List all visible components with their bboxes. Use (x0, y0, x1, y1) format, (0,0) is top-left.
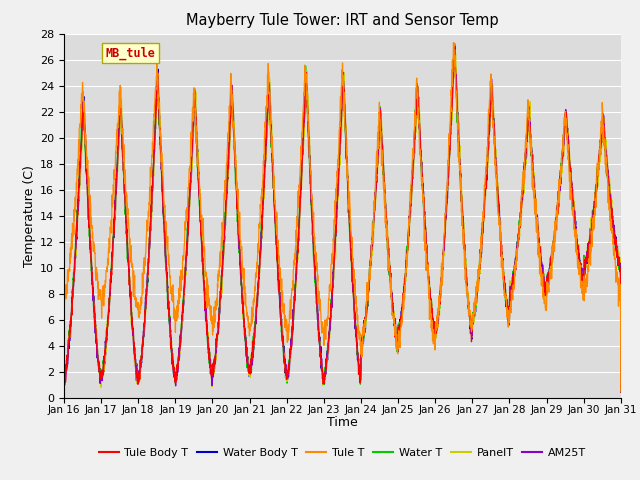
Tule T (449, 40, 457, 46)
Tule Body T (617, 389, 625, 395)
PanelT (60, 373, 68, 379)
PanelT (617, 389, 625, 395)
Line: Water Body T: Water Body T (64, 46, 621, 392)
Line: Tule T: Tule T (64, 43, 621, 391)
Water Body T (451, 43, 458, 49)
Tule T (584, 284, 591, 289)
Water Body T (617, 389, 625, 395)
AM25T (568, 186, 575, 192)
PanelT (504, 316, 512, 322)
Water Body T (371, 209, 378, 215)
AM25T (584, 255, 591, 261)
Title: Mayberry Tule Tower: IRT and Sensor Temp: Mayberry Tule Tower: IRT and Sensor Temp (186, 13, 499, 28)
Water Body T (504, 307, 512, 313)
AM25T (451, 41, 458, 47)
PanelT (216, 319, 223, 324)
Water T (584, 248, 591, 253)
Line: PanelT: PanelT (64, 50, 621, 392)
Water T (60, 382, 68, 387)
Line: AM25T: AM25T (64, 44, 621, 392)
AM25T (617, 389, 625, 395)
PanelT (568, 184, 575, 190)
Water Body T (358, 333, 366, 338)
AM25T (60, 375, 68, 381)
Tule T (617, 388, 625, 394)
Tule Body T (568, 180, 575, 186)
PanelT (358, 331, 366, 337)
X-axis label: Time: Time (327, 416, 358, 429)
AM25T (371, 208, 378, 214)
AM25T (358, 346, 366, 351)
Legend: Tule Body T, Water Body T, Tule T, Water T, PanelT, AM25T: Tule Body T, Water Body T, Tule T, Water… (94, 443, 591, 462)
PanelT (371, 209, 378, 215)
Water Body T (584, 251, 591, 256)
Water T (504, 320, 512, 325)
Tule T (568, 206, 575, 212)
Water Body T (216, 307, 223, 313)
Text: MB_tule: MB_tule (106, 47, 156, 60)
Line: Water T: Water T (64, 47, 621, 392)
Water T (451, 44, 458, 49)
Tule Body T (216, 309, 223, 314)
Water T (358, 333, 366, 338)
Tule Body T (60, 380, 68, 386)
Water T (216, 313, 223, 319)
Water Body T (568, 187, 575, 192)
Water Body T (60, 381, 68, 387)
Tule T (60, 298, 68, 304)
Tule T (216, 265, 223, 271)
Tule Body T (504, 321, 512, 327)
Water T (371, 207, 378, 213)
Tule T (371, 200, 378, 206)
PanelT (451, 47, 459, 53)
AM25T (216, 305, 223, 311)
Tule Body T (451, 46, 458, 52)
Tule T (358, 345, 366, 351)
AM25T (504, 313, 512, 319)
Tule T (504, 324, 512, 330)
Tule Body T (358, 337, 366, 343)
Tule Body T (584, 250, 591, 256)
Tule Body T (371, 208, 378, 214)
PanelT (584, 252, 591, 258)
Water T (617, 389, 625, 395)
Water T (568, 189, 575, 194)
Y-axis label: Temperature (C): Temperature (C) (23, 165, 36, 267)
Line: Tule Body T: Tule Body T (64, 49, 621, 392)
